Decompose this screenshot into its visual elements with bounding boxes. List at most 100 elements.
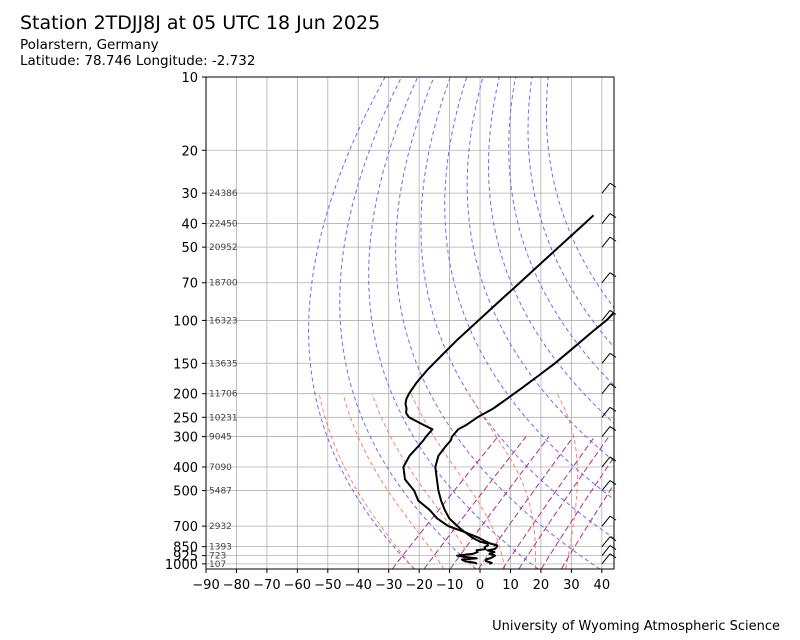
height-label: 9045 xyxy=(209,433,232,443)
height-label: 2932 xyxy=(209,522,232,532)
mixing-ratio-line xyxy=(391,436,499,569)
y-tick-label: 925 xyxy=(173,550,198,565)
wind-barb-flag xyxy=(609,182,617,188)
mixing-ratio-line xyxy=(502,436,596,569)
x-tick-label: 10 xyxy=(502,578,519,593)
wind-barb-flag xyxy=(609,536,617,542)
height-label: 16323 xyxy=(209,316,238,326)
x-tick-label: −70 xyxy=(253,578,280,593)
x-tick-label: −90 xyxy=(192,578,219,593)
y-tick-label: 10 xyxy=(181,71,198,86)
y-tick-label: 1000 xyxy=(165,558,198,573)
height-label: 11706 xyxy=(209,390,238,400)
wind-barb-staff xyxy=(601,272,611,284)
chart-title: Station 2TDJJ8J at 05 UTC 18 Jun 2025 xyxy=(20,12,381,34)
mixing-ratio-line xyxy=(518,436,610,569)
x-tick-label: 20 xyxy=(533,578,550,593)
dry-adiabat xyxy=(488,77,614,424)
sounding-profiles xyxy=(402,214,614,565)
y-tick-label: 700 xyxy=(173,520,198,535)
wind-barb-flag xyxy=(609,236,617,242)
dry-adiabat xyxy=(308,77,415,569)
grid xyxy=(206,77,614,569)
height-label: 7090 xyxy=(209,463,232,473)
station-location: Polarstern, Germany xyxy=(20,37,159,53)
plot-frame xyxy=(205,76,615,570)
dry-adiabat xyxy=(420,77,614,539)
dry-adiabat xyxy=(466,77,614,462)
mixing-ratio-line xyxy=(423,436,527,569)
wind-barb-flag xyxy=(609,383,617,389)
x-tick-label: 0 xyxy=(476,578,484,593)
wind-barb-staff xyxy=(601,426,611,437)
wind-barb-flag xyxy=(609,352,617,358)
y-tick-label: 200 xyxy=(173,388,198,403)
y-tick-label: 150 xyxy=(173,357,198,372)
x-tick-label: 30 xyxy=(563,578,580,593)
moist-adiabat xyxy=(342,393,445,569)
dry-adiabat xyxy=(339,77,477,569)
height-label: 20952 xyxy=(209,243,238,253)
wind-barb-flag xyxy=(609,545,617,551)
y-tick-label: 20 xyxy=(181,144,198,159)
dry-adiabat xyxy=(444,77,614,501)
y-tick-label: 300 xyxy=(173,431,198,446)
axes: −90 −80 −70 −60 −50 −40 −30 −20 −10 0 10 20 30 40 1000… xyxy=(165,71,610,593)
wind-barb-flag xyxy=(609,480,617,485)
x-tick-label: −60 xyxy=(284,578,311,593)
temperature-profile xyxy=(434,311,614,565)
height-label: 24386 xyxy=(209,189,238,199)
x-tick-label: −50 xyxy=(314,578,341,593)
credit-text: University of Wyoming Atmospheric Scienc… xyxy=(492,619,780,634)
wind-barbs xyxy=(601,182,617,565)
wind-barb-staff xyxy=(601,182,611,194)
moist-adiabat xyxy=(556,393,578,569)
wind-barb-staff xyxy=(601,456,611,468)
moist-adiabat xyxy=(318,393,414,569)
y-tick-label: 500 xyxy=(173,485,198,500)
wind-barb-flag xyxy=(609,456,617,462)
wind-barb-staff xyxy=(601,480,611,491)
x-tick-label: −40 xyxy=(345,578,372,593)
dry-adiabat xyxy=(508,77,614,387)
dry-adiabat xyxy=(527,77,614,348)
dewpoint-profile xyxy=(402,214,595,565)
y-tick-label: 70 xyxy=(181,277,198,292)
x-tick-label: −30 xyxy=(375,578,402,593)
station-coordinates: Latitude: 78.746 Longitude: -2.732 xyxy=(20,53,256,69)
height-label: 18700 xyxy=(209,279,238,289)
moist-adiabat xyxy=(371,393,475,569)
wind-barb-staff xyxy=(601,536,611,547)
wind-barb-staff xyxy=(601,545,611,556)
dry-adiabat xyxy=(368,77,539,569)
y-tick-label: 400 xyxy=(173,461,198,476)
y-tick-label: 30 xyxy=(181,187,198,202)
y-tick-label: 50 xyxy=(181,241,198,256)
x-tick-label: −80 xyxy=(223,578,250,593)
x-tick-label: −10 xyxy=(436,578,463,593)
wind-barb-flag xyxy=(609,310,617,315)
wind-barb-staff xyxy=(601,383,611,395)
dry-adiabat xyxy=(395,77,601,569)
wind-barb-staff xyxy=(601,213,611,224)
height-label: 10231 xyxy=(209,413,238,423)
y-tick-label: 40 xyxy=(181,218,198,233)
moist-adiabat xyxy=(468,393,536,569)
y-tick-label: 850 xyxy=(173,541,198,556)
x-tick-label: −20 xyxy=(405,578,432,593)
wind-barb-staff xyxy=(601,236,611,248)
wind-barb-staff xyxy=(601,515,611,527)
height-label: 107 xyxy=(209,560,226,570)
dry-adiabat xyxy=(545,77,614,309)
wind-barb-flag xyxy=(609,406,617,412)
wind-barb-flag xyxy=(609,426,617,431)
y-tick-label: 250 xyxy=(173,411,198,426)
wind-barb-staff xyxy=(601,352,611,364)
height-label: 1393 xyxy=(209,543,232,553)
y-tick-label: 100 xyxy=(173,314,198,329)
mixing-ratio-line xyxy=(477,436,575,569)
wind-barb-flag xyxy=(609,515,617,521)
wind-barb-staff xyxy=(601,310,611,321)
